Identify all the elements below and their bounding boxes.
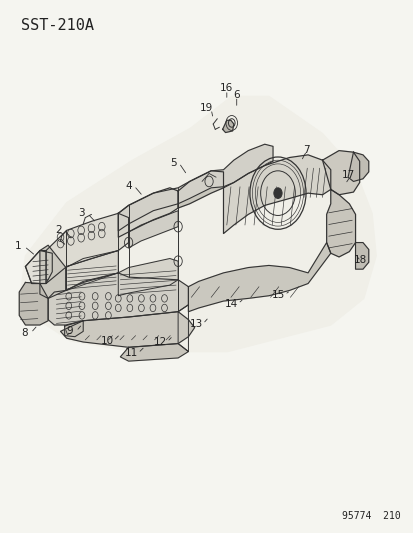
Text: 3: 3 (78, 208, 84, 219)
Text: 19: 19 (199, 103, 212, 113)
Polygon shape (118, 144, 272, 231)
Polygon shape (46, 213, 128, 284)
Polygon shape (326, 189, 355, 257)
Text: 16: 16 (220, 83, 233, 93)
Text: 10: 10 (100, 336, 114, 346)
Circle shape (273, 188, 281, 198)
Text: 13: 13 (190, 319, 203, 329)
Polygon shape (118, 259, 178, 296)
Polygon shape (118, 188, 178, 237)
Polygon shape (222, 120, 233, 133)
Text: 17: 17 (341, 170, 354, 180)
Text: 18: 18 (353, 255, 366, 265)
Text: SST-210A: SST-210A (21, 18, 94, 33)
Polygon shape (21, 96, 375, 352)
Polygon shape (322, 151, 359, 195)
Text: 5: 5 (169, 158, 176, 168)
Text: 7: 7 (302, 144, 309, 155)
Text: 2: 2 (55, 225, 62, 236)
Polygon shape (25, 251, 52, 284)
Text: 11: 11 (125, 348, 138, 358)
Text: 8: 8 (21, 328, 28, 338)
Text: 14: 14 (225, 298, 238, 309)
Polygon shape (19, 282, 48, 325)
Polygon shape (178, 171, 223, 208)
Text: 95774  210: 95774 210 (342, 511, 400, 521)
Polygon shape (128, 211, 178, 248)
Polygon shape (347, 152, 368, 181)
Text: 6: 6 (233, 90, 240, 100)
Polygon shape (60, 312, 194, 348)
Polygon shape (188, 243, 330, 312)
Text: 4: 4 (125, 181, 132, 191)
Polygon shape (120, 344, 188, 361)
Polygon shape (355, 243, 368, 269)
Polygon shape (40, 245, 66, 298)
Text: 1: 1 (15, 241, 21, 251)
Text: 12: 12 (154, 337, 167, 347)
Polygon shape (64, 321, 83, 337)
Text: 15: 15 (271, 289, 284, 300)
Polygon shape (48, 273, 188, 325)
Polygon shape (66, 251, 118, 290)
Text: 9: 9 (66, 326, 73, 336)
Polygon shape (223, 155, 330, 233)
